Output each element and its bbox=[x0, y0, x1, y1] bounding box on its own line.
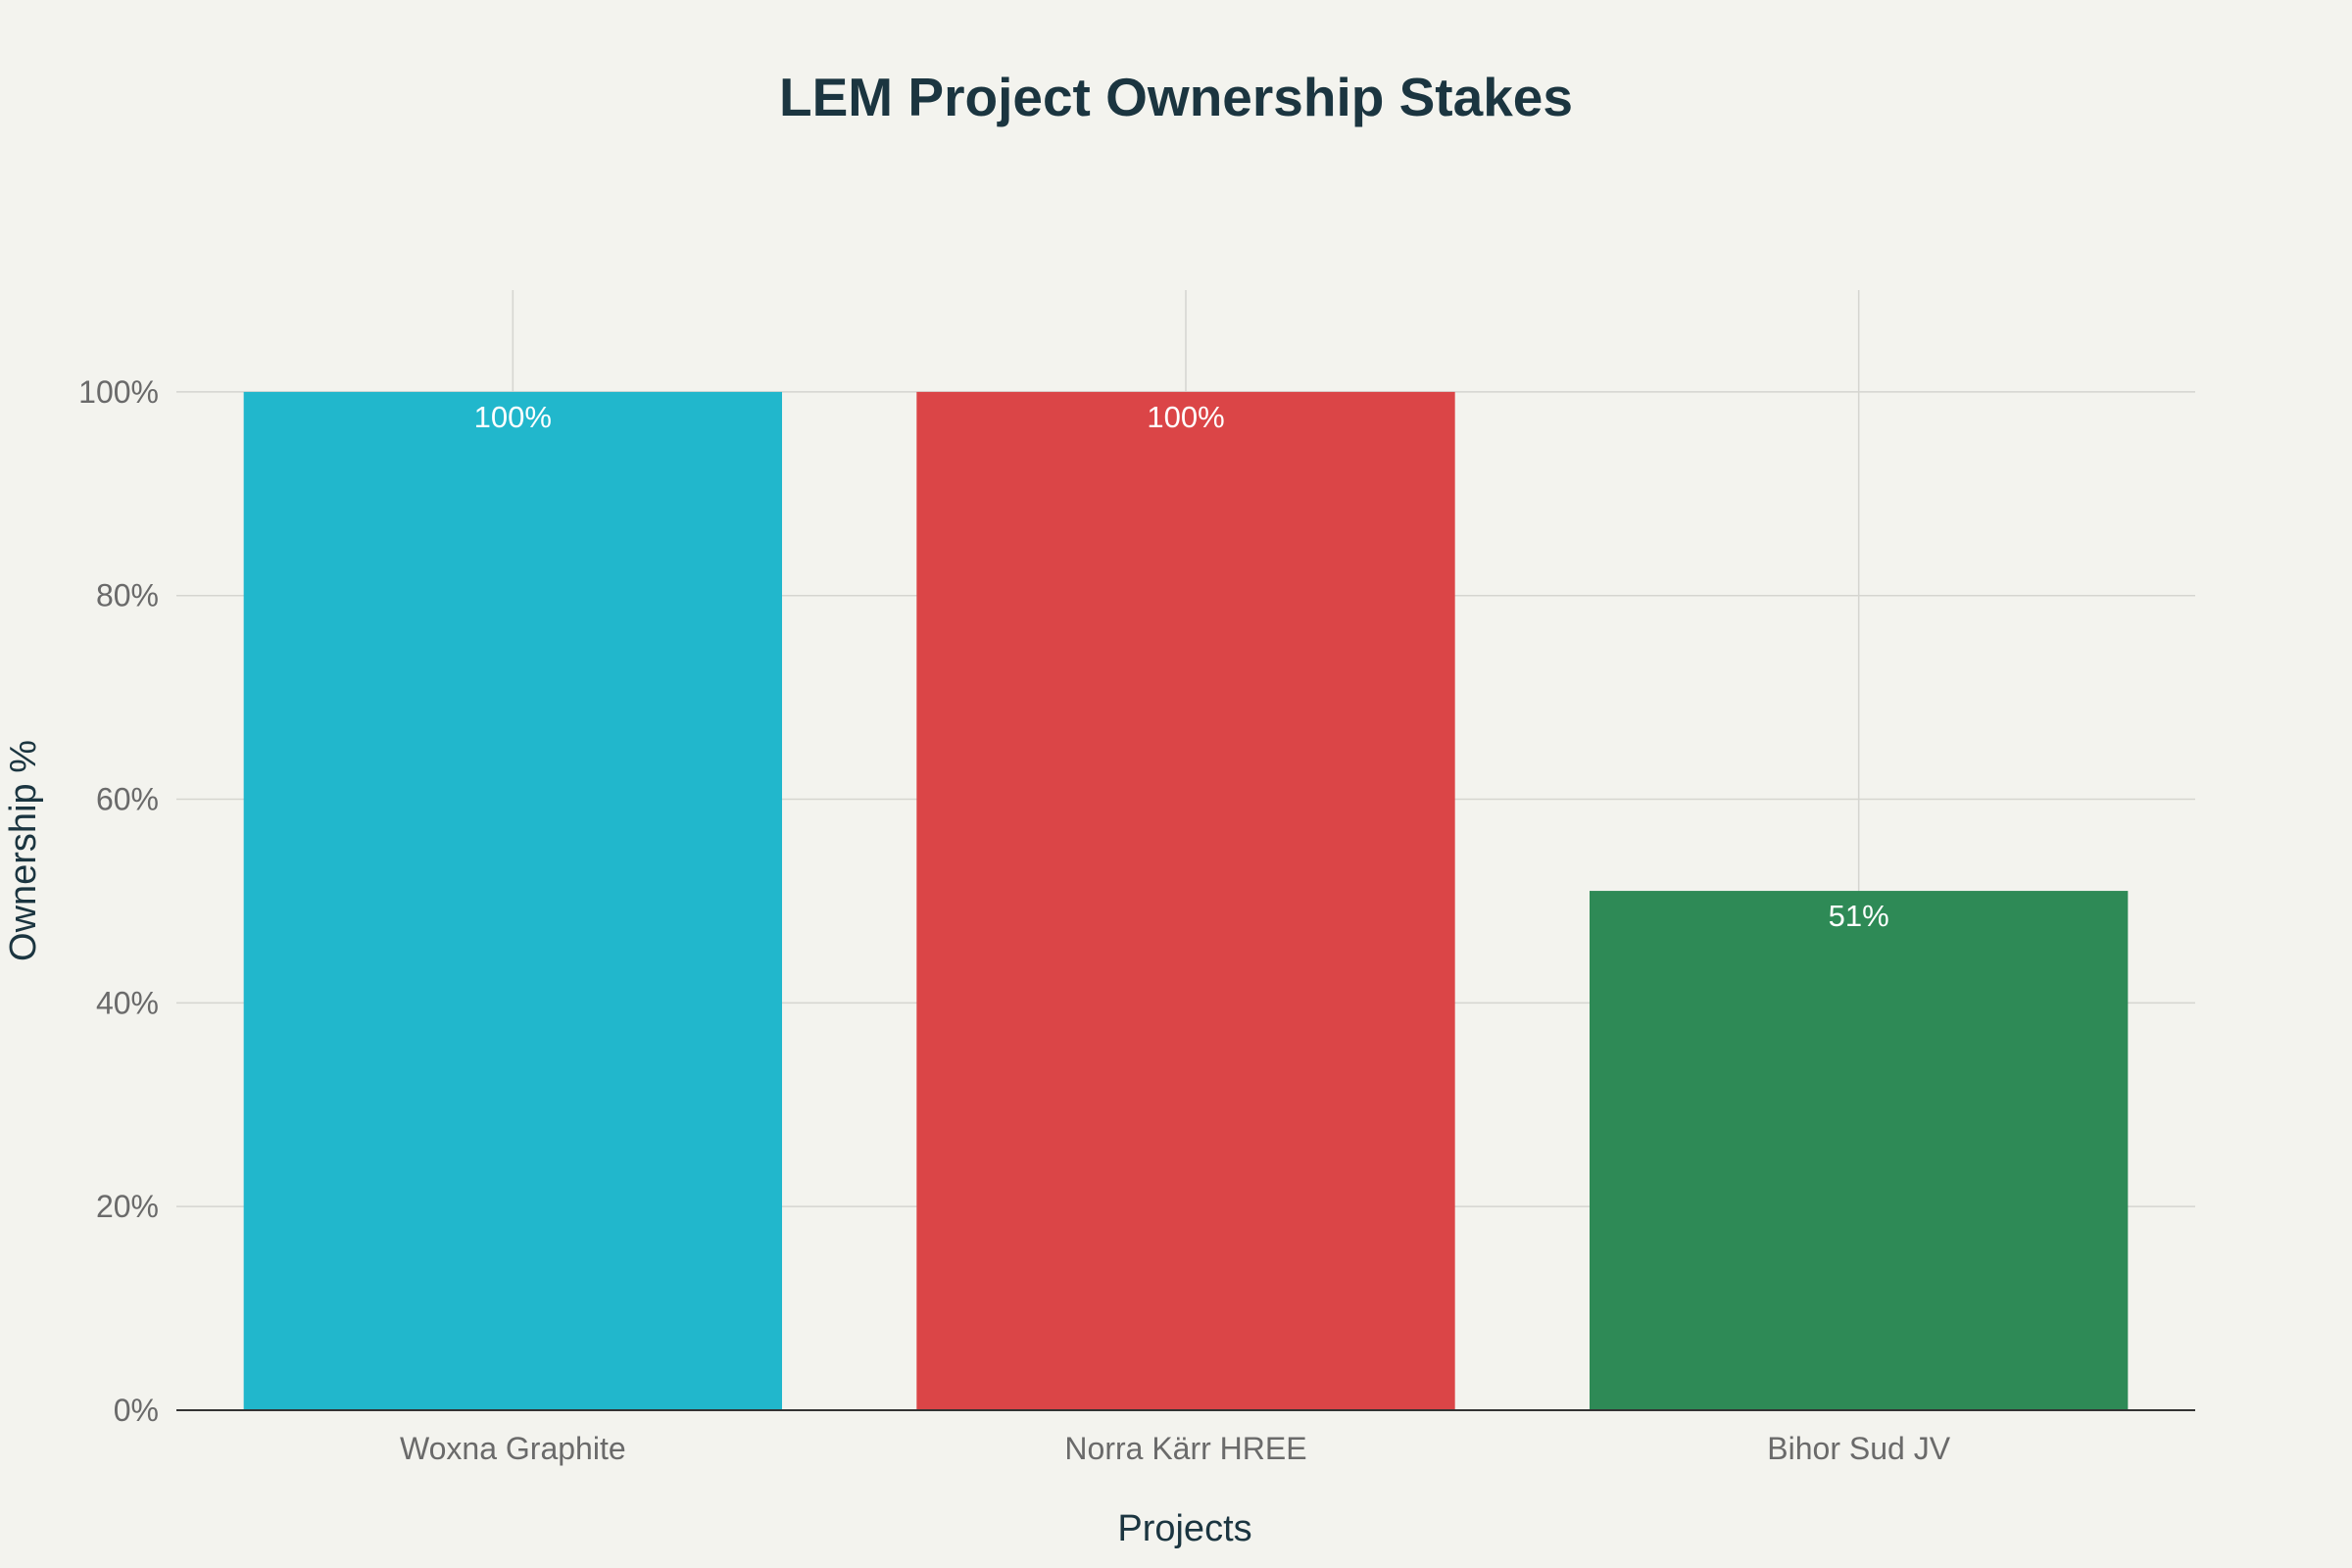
y-tick-label: 80% bbox=[96, 578, 159, 613]
bar[interactable] bbox=[1590, 891, 2129, 1410]
y-tick-label: 40% bbox=[96, 985, 159, 1020]
bar-value-label: 100% bbox=[1147, 400, 1224, 434]
bar[interactable] bbox=[243, 391, 782, 1411]
x-axis-ticks: Woxna Graphite Norra Kärr HREE Bihor Sud J… bbox=[400, 1431, 1951, 1466]
x-tick-label: Bihor Sud JV bbox=[1767, 1431, 1950, 1466]
bar[interactable] bbox=[916, 391, 1455, 1411]
y-tick-label: 0% bbox=[114, 1393, 159, 1428]
y-tick-label: 60% bbox=[96, 782, 159, 817]
y-tick-label: 100% bbox=[78, 374, 159, 410]
bar-value-label: 100% bbox=[474, 400, 552, 434]
x-tick-label: Woxna Graphite bbox=[400, 1431, 626, 1466]
y-axis-ticks: 0% 20% 40% 60% 80% 100% bbox=[78, 374, 159, 1428]
y-axis-title: Ownership % bbox=[3, 740, 44, 961]
bar-value-label: 51% bbox=[1829, 899, 1889, 933]
x-tick-label: Norra Kärr HREE bbox=[1064, 1431, 1306, 1466]
x-axis-title: Projects bbox=[1117, 1508, 1251, 1549]
chart-title: LEM Project Ownership Stakes bbox=[779, 67, 1573, 127]
y-tick-label: 20% bbox=[96, 1189, 159, 1224]
bars: 100% 100% 51% bbox=[243, 391, 2129, 1411]
